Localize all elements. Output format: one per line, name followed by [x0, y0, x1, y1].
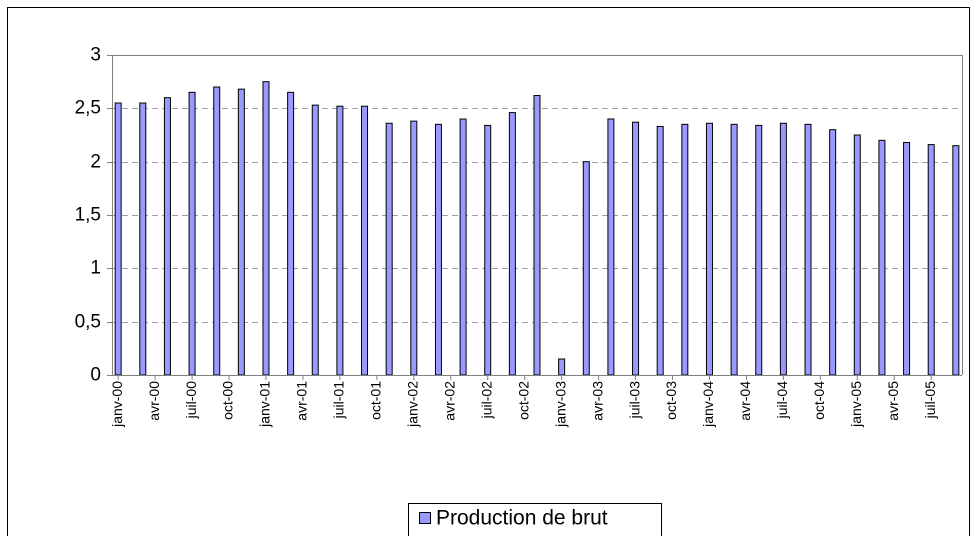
bar	[632, 121, 640, 376]
bar	[582, 161, 590, 376]
bar	[705, 122, 713, 376]
y-tick-label: 1	[90, 258, 101, 279]
y-tick-label: 2,5	[75, 98, 101, 119]
bar	[681, 123, 689, 376]
legend-swatch	[419, 512, 431, 524]
bar	[903, 141, 911, 376]
bar	[607, 118, 615, 376]
bar	[656, 125, 664, 376]
x-tick-label: janv-05	[848, 381, 864, 428]
x-tick-label: juil-00	[183, 381, 199, 420]
legend-box	[408, 503, 662, 536]
bar	[434, 123, 442, 376]
x-tick-label: janv-02	[405, 381, 421, 428]
bar	[730, 123, 738, 376]
bar	[163, 97, 171, 376]
bar	[952, 145, 960, 376]
bar	[311, 104, 319, 376]
bar	[755, 124, 763, 376]
bar	[878, 139, 886, 376]
x-tick-label: juil-02	[478, 381, 494, 420]
bar	[927, 144, 935, 376]
x-tick-label: avr-02	[441, 381, 457, 421]
x-tick-label: avr-03	[589, 381, 605, 421]
bar	[484, 124, 492, 376]
x-tick-label: oct-01	[368, 381, 384, 420]
y-tick-label: 1,5	[75, 205, 101, 226]
bar	[829, 129, 837, 376]
x-tick-label: janv-04	[700, 381, 716, 428]
x-tick-label: janv-01	[257, 381, 273, 428]
x-tick-label: juil-04	[774, 381, 790, 420]
y-tick-label: 0,5	[75, 312, 101, 333]
bar	[779, 122, 787, 376]
x-tick-label: avr-00	[146, 381, 162, 421]
x-tick-label: juil-03	[626, 381, 642, 420]
legend-label: Production de brut	[436, 507, 608, 530]
bar	[287, 91, 295, 376]
bar	[361, 105, 369, 376]
bar	[533, 95, 541, 376]
bar	[213, 86, 221, 376]
x-tick-label: oct-03	[663, 381, 679, 420]
x-tick-label: janv-00	[109, 381, 125, 428]
bar	[237, 88, 245, 376]
bar	[804, 123, 812, 376]
bar	[114, 102, 122, 376]
bar	[410, 120, 418, 376]
bar	[385, 122, 393, 376]
bar	[262, 81, 270, 376]
bar	[558, 358, 566, 376]
bar	[336, 105, 344, 376]
x-tick-label: juil-05	[922, 381, 938, 420]
y-tick-label: 3	[90, 45, 101, 66]
bar	[139, 102, 147, 376]
x-tick-label: janv-03	[552, 381, 568, 428]
x-tick-label: juil-01	[331, 381, 347, 420]
x-tick-label: avr-04	[737, 381, 753, 421]
x-tick-label: avr-01	[294, 381, 310, 421]
bar	[459, 118, 467, 376]
bar	[508, 112, 516, 376]
x-tick-label: oct-04	[811, 381, 827, 420]
bar	[853, 134, 861, 376]
bar	[188, 91, 196, 376]
x-tick-label: avr-05	[885, 381, 901, 421]
x-tick-label: oct-02	[515, 381, 531, 420]
x-tick-label: oct-00	[220, 381, 236, 420]
y-tick-label: 2	[90, 152, 101, 173]
y-tick-label: 0	[90, 365, 101, 386]
